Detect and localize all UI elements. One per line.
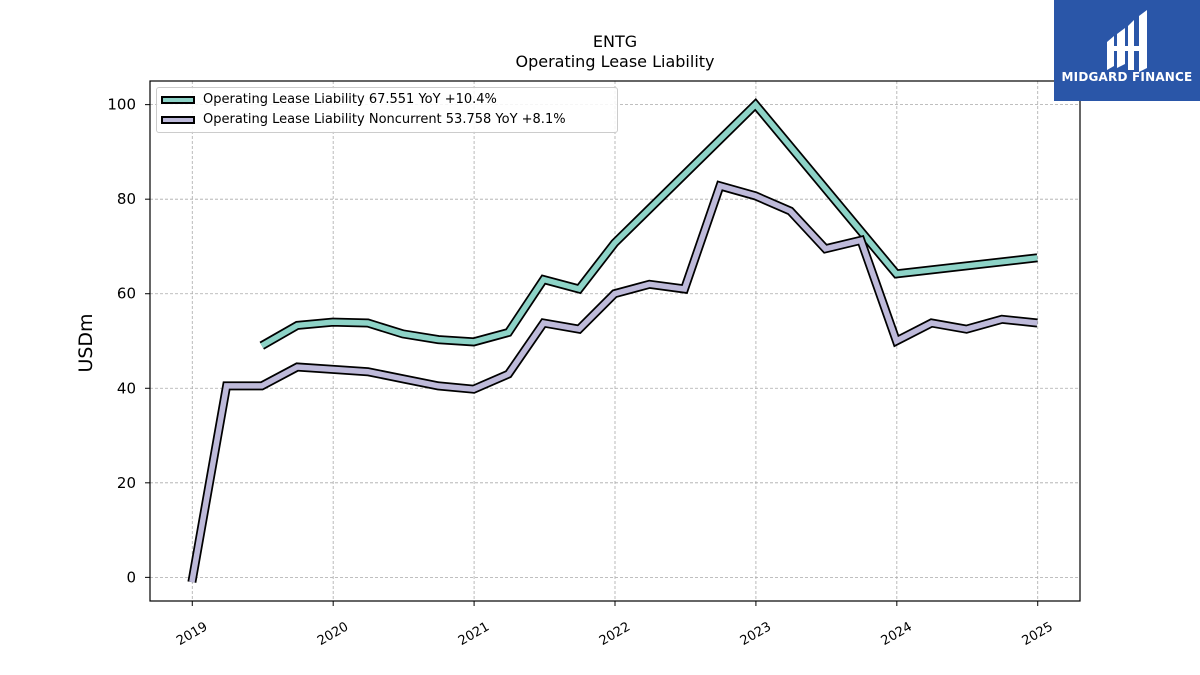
legend-label: Operating Lease Liability 67.551 YoY +10…	[203, 92, 497, 107]
y-tick-label: 40	[117, 379, 136, 397]
y-tick-label: 20	[117, 474, 136, 492]
series-layer	[187, 97, 1038, 583]
series-line-operating-lease-liability	[260, 100, 1038, 349]
grid-lines	[150, 81, 1080, 601]
x-tick-label: 2025	[1020, 619, 1056, 649]
y-tick-label: 80	[117, 190, 136, 208]
chart-subtitle: Operating Lease Liability	[515, 52, 715, 71]
y-axis: 0 20 40 60 80 100	[107, 96, 150, 586]
midgard-finance-logo: MIDGARD FINANCE	[1054, 0, 1200, 101]
x-tick-label: 2023	[738, 619, 774, 649]
x-tick-label: 2021	[456, 619, 492, 649]
x-tick-label: 2019	[174, 619, 210, 649]
legend-swatch	[161, 96, 195, 104]
legend: Operating Lease Liability 67.551 YoY +10…	[156, 87, 618, 133]
y-tick-label: 100	[107, 96, 136, 114]
x-axis: 2019 2020 2021 2022 2023 2024 2025	[174, 601, 1056, 649]
series-outline	[259, 97, 1038, 350]
midgard-logo-icon	[1107, 10, 1147, 72]
logo-text: MIDGARD FINANCE	[1061, 70, 1193, 84]
x-tick-label: 2024	[879, 619, 915, 649]
legend-label: Operating Lease Liability Noncurrent 53.…	[203, 112, 566, 127]
y-tick-label: 0	[126, 568, 136, 586]
y-tick-label: 60	[117, 285, 136, 303]
series-line-operating-lease-liability-noncurrent	[189, 182, 1038, 583]
x-tick-label: 2022	[597, 619, 633, 649]
legend-swatch	[161, 116, 195, 124]
y-axis-label: USDm	[75, 313, 97, 372]
chart-title: ENTG	[592, 32, 638, 51]
x-tick-label: 2020	[315, 619, 351, 649]
